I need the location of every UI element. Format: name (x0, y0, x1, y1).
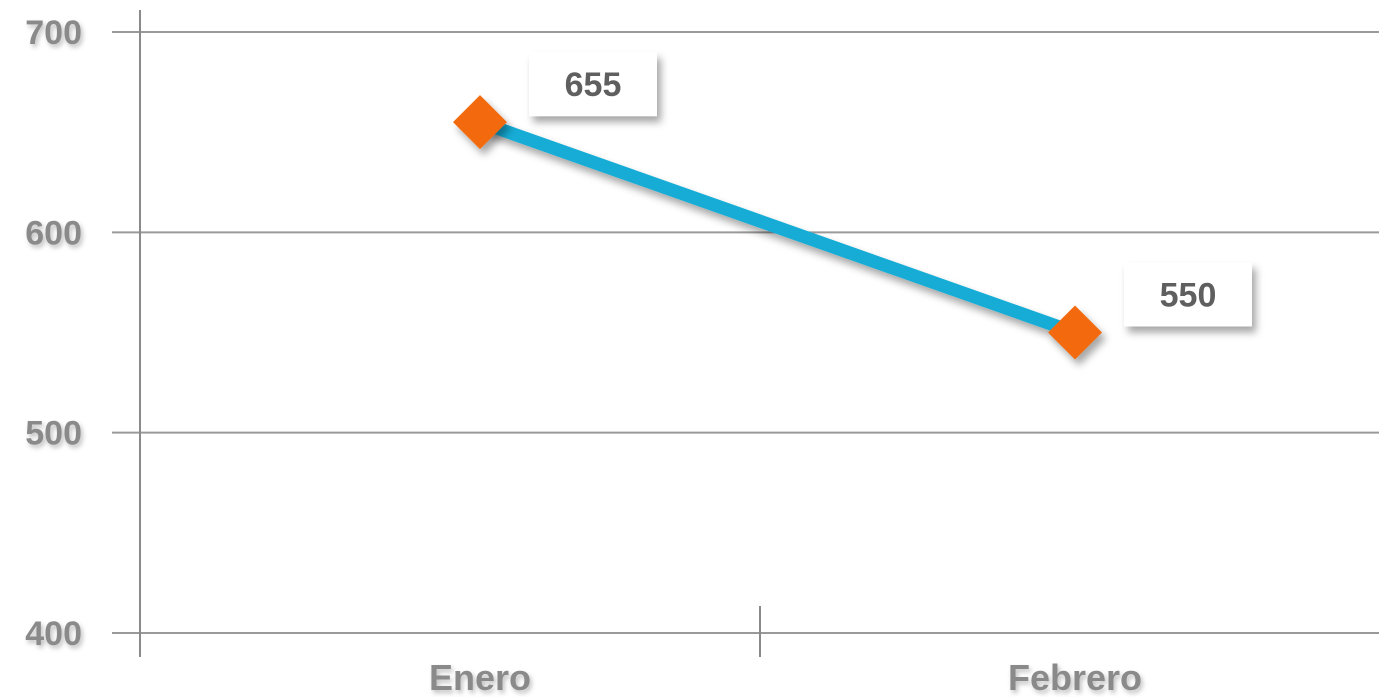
gridlines (112, 31, 1379, 634)
data-labels-layer: 655 550 (529, 52, 1252, 327)
x-tick-label-enero: Enero (429, 657, 531, 697)
marker-febrero (1048, 305, 1102, 360)
series-line-1 (477, 116, 1078, 339)
y-tick-label-700: 700 (25, 14, 82, 52)
axes (139, 10, 761, 657)
data-label-febrero: 550 (1160, 277, 1217, 315)
y-tick-label-600: 600 (25, 214, 82, 252)
y-tick-label-400: 400 (25, 615, 82, 653)
data-label-box-enero (529, 52, 657, 117)
marker-enero (453, 95, 507, 150)
y-tick-label-500: 500 (25, 415, 82, 453)
data-label-box-febrero (1124, 262, 1252, 327)
markers-layer (453, 95, 1102, 360)
y-axis-tick-labels: 400 500 600 700 (25, 14, 82, 653)
series-line-layer (477, 116, 1078, 339)
x-axis-tick-labels: Enero Febrero (429, 657, 1142, 697)
data-label-enero: 655 (565, 66, 622, 104)
x-tick-label-febrero: Febrero (1008, 657, 1142, 697)
